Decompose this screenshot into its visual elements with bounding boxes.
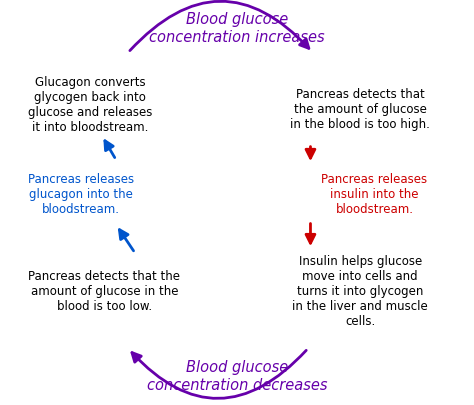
Text: Glucagon converts
glycogen back into
glucose and releases
it into bloodstream.: Glucagon converts glycogen back into glu… bbox=[28, 76, 152, 134]
Text: Blood glucose
concentration increases: Blood glucose concentration increases bbox=[149, 12, 325, 45]
Text: Insulin helps glucose
move into cells and
turns it into glycogen
in the liver an: Insulin helps glucose move into cells an… bbox=[292, 255, 428, 328]
Text: Pancreas detects that the
amount of glucose in the
blood is too low.: Pancreas detects that the amount of gluc… bbox=[28, 270, 180, 313]
Text: Pancreas releases
insulin into the
bloodstream.: Pancreas releases insulin into the blood… bbox=[321, 173, 428, 216]
Text: Blood glucose
concentration decreases: Blood glucose concentration decreases bbox=[147, 360, 327, 393]
Text: Pancreas releases
glucagon into the
bloodstream.: Pancreas releases glucagon into the bloo… bbox=[27, 173, 134, 216]
Text: Pancreas detects that
the amount of glucose
in the blood is too high.: Pancreas detects that the amount of gluc… bbox=[290, 88, 430, 131]
